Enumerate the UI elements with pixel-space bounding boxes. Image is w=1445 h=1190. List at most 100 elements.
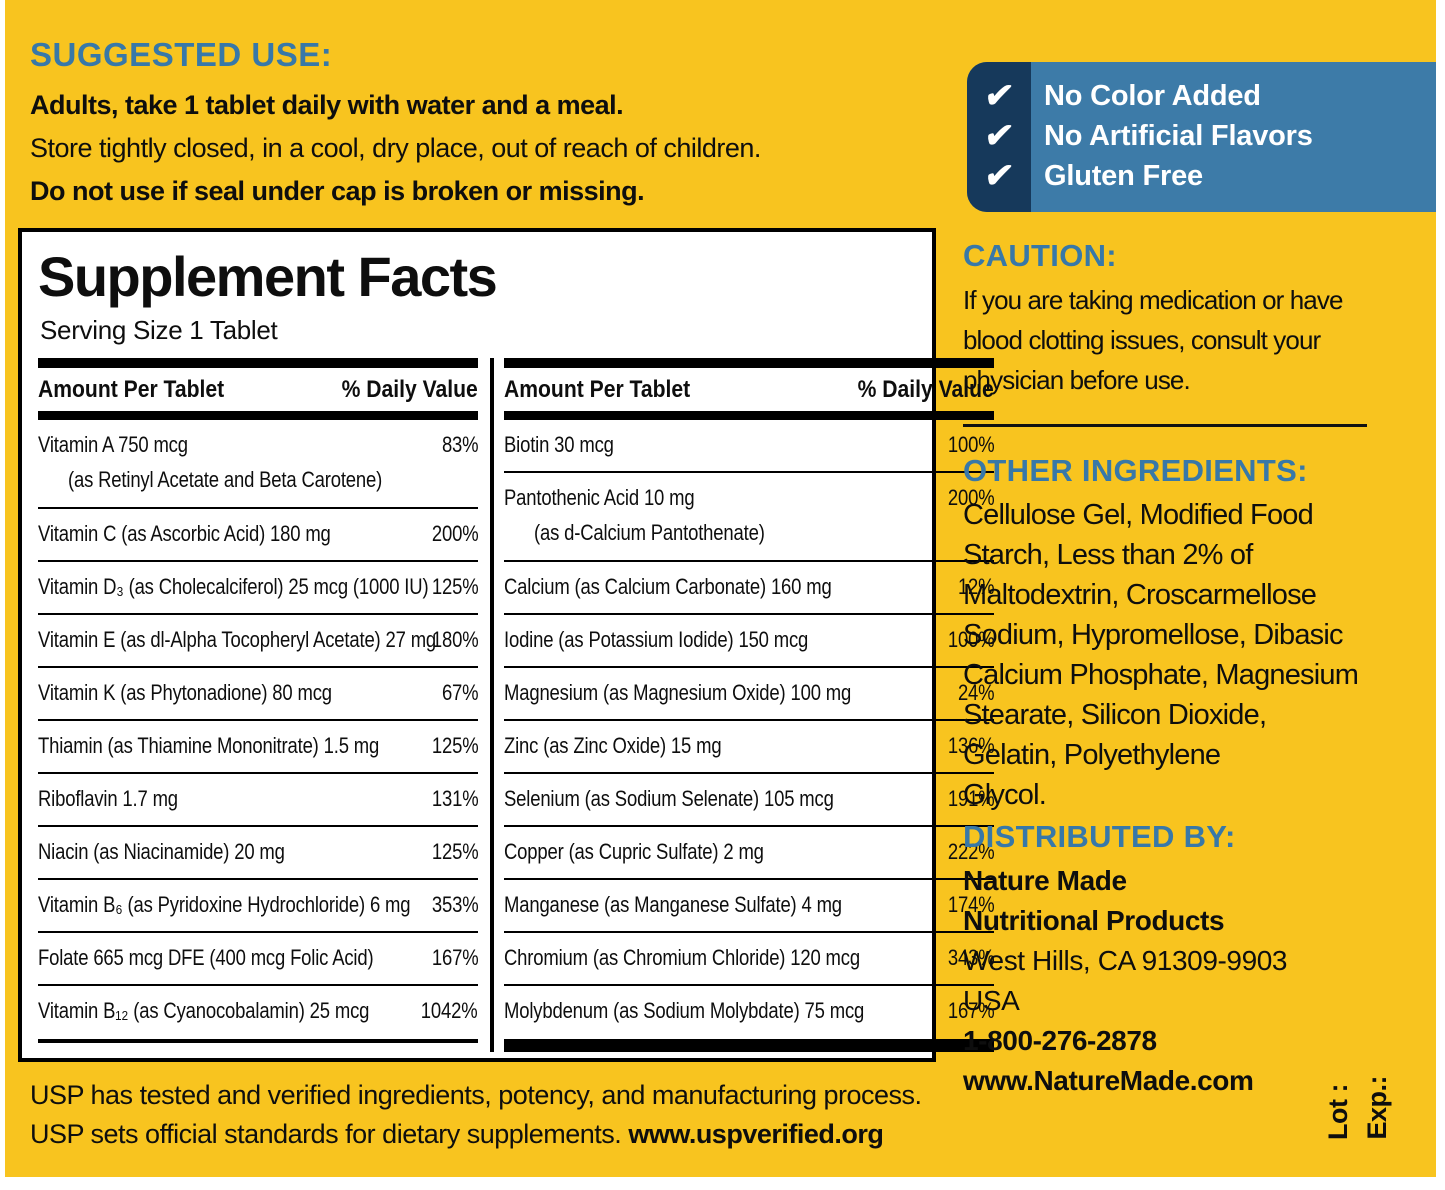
checkmark-icon: ✔	[982, 157, 1016, 195]
nutrient-source-note: (as d-Calcium Pantothenate)	[534, 520, 765, 545]
lot-label: Lot :	[1323, 1084, 1353, 1140]
nutrient-name: Vitamin D₃ (as Cholecalciferol) 25 mcg (…	[38, 574, 429, 599]
divider-bar	[38, 1039, 478, 1043]
divider-bar	[504, 358, 995, 368]
distributor-country: USA	[963, 985, 1020, 1016]
other-ingredients-heading: OTHER INGREDIENTS:	[963, 453, 1308, 488]
nutrient-name: Magnesium (as Magnesium Oxide) 100 mg	[504, 680, 852, 705]
nutrient-row: Vitamin D₃ (as Cholecalciferol) 25 mcg (…	[38, 560, 478, 613]
nutrient-row: Vitamin B₆ (as Pyridoxine Hydrochloride)…	[38, 878, 478, 931]
nutrient-name: Vitamin C (as Ascorbic Acid) 180 mg	[38, 521, 331, 546]
suggested-use-line-3: Do not use if seal under cap is broken o…	[30, 176, 645, 206]
nutrient-row: Iodine (as Potassium Iodide) 150 mcg 100…	[504, 613, 994, 666]
distributor-address: West Hills, CA 91309-9903	[963, 945, 1288, 976]
nutrient-daily-value: 125%	[431, 733, 478, 758]
supplement-facts-panel: Supplement Facts Serving Size 1 Tablet A…	[18, 228, 994, 1062]
badge-item: ✔ Gluten Free	[967, 156, 1436, 196]
nutrient-daily-value: 167%	[947, 998, 995, 1023]
nutrient-table: Amount Per Tablet % Daily Value Vitamin …	[38, 358, 994, 1052]
nutrient-row: Vitamin K (as Phytonadione) 80 mcg 67%	[38, 666, 478, 719]
header-amount-per-tablet: Amount Per Tablet	[38, 376, 225, 403]
label-background: SUGGESTED USE: Adults, take 1 tablet dai…	[5, 0, 1436, 1177]
nutrient-column-right: Amount Per Tablet % Daily Value Biotin 3…	[504, 358, 994, 1052]
badge-checkmark-strip	[967, 62, 1031, 212]
divider-bar	[504, 1039, 995, 1052]
divider-bar	[38, 411, 478, 420]
nutrient-rows-left: Vitamin A 750 mcg 83% (as Retinyl Acetat…	[38, 420, 478, 1037]
nutrient-daily-value: 83%	[441, 432, 479, 457]
nutrient-row: Molybdenum (as Sodium Molybdate) 75 mcg …	[504, 984, 994, 1037]
nutrient-row: Folate 665 mcg DFE (400 mcg Folic Acid) …	[38, 931, 478, 984]
nutrient-name: Vitamin K (as Phytonadione) 80 mcg	[38, 680, 332, 705]
distributed-by-heading: DISTRIBUTED BY:	[963, 819, 1236, 854]
badge-list: ✔ No Color Added ✔ No Artificial Flavors…	[967, 76, 1436, 196]
nutrient-row: Calcium (as Calcium Carbonate) 160 mg 12…	[504, 560, 994, 613]
nutrient-name: Folate 665 mcg DFE (400 mcg Folic Acid)	[38, 945, 374, 970]
section-divider	[963, 424, 1367, 427]
nutrient-daily-value: 222%	[947, 839, 995, 864]
nutrient-name: Vitamin B₁₂ (as Cyanocobalamin) 25 mcg	[38, 998, 370, 1023]
distributor-phone: 1-800-276-2878	[963, 1025, 1157, 1056]
right-info-column: CAUTION: If you are taking medication or…	[963, 238, 1418, 1101]
badge-item: ✔ No Artificial Flavors	[967, 116, 1436, 156]
lot-exp-area: Lot : Exp.:	[1323, 1048, 1393, 1140]
nutrient-row: Biotin 30 mcg 100%	[504, 420, 994, 471]
nutrient-row: Zinc (as Zinc Oxide) 15 mg 136%	[504, 719, 994, 772]
divider-bar	[504, 411, 995, 420]
nutrient-name: Copper (as Cupric Sulfate) 2 mg	[504, 839, 764, 864]
column-header-right: Amount Per Tablet % Daily Value	[504, 368, 994, 411]
nutrient-daily-value: 125%	[431, 574, 478, 599]
nutrient-name: Calcium (as Calcium Carbonate) 160 mg	[504, 574, 832, 599]
nutrient-name: Iodine (as Potassium Iodide) 150 mcg	[504, 627, 809, 652]
nutrient-row: Pantothenic Acid 10 mg 200% (as d-Calciu…	[504, 471, 994, 560]
exp-label: Exp.:	[1362, 1076, 1392, 1140]
nutrient-row: Niacin (as Niacinamide) 20 mg 125%	[38, 825, 478, 878]
nutrient-daily-value: 100%	[947, 432, 995, 457]
nutrient-row: Vitamin A 750 mcg 83% (as Retinyl Acetat…	[38, 420, 478, 507]
nutrient-name: Selenium (as Sodium Selenate) 105 mcg	[504, 786, 834, 811]
badge-label: No Color Added	[1044, 79, 1261, 112]
nutrient-daily-value: 343%	[947, 945, 995, 970]
badge-label: Gluten Free	[1044, 159, 1203, 192]
nutrient-name: Zinc (as Zinc Oxide) 15 mg	[504, 733, 722, 758]
column-divider	[490, 358, 494, 1052]
caution-heading: CAUTION:	[963, 238, 1117, 273]
nutrient-daily-value: 125%	[431, 839, 478, 864]
divider-bar	[38, 358, 478, 368]
nutrient-daily-value: 353%	[431, 892, 478, 917]
supplement-facts-title: Supplement Facts	[38, 245, 498, 308]
nutrient-daily-value: 200%	[431, 521, 478, 546]
nutrient-daily-value: 167%	[431, 945, 478, 970]
nutrient-row: Vitamin C (as Ascorbic Acid) 180 mg 200%	[38, 507, 478, 560]
nutrient-daily-value: 200%	[947, 485, 995, 510]
nutrient-daily-value: 1042%	[421, 998, 478, 1023]
nutrient-name: Manganese (as Manganese Sulfate) 4 mg	[504, 892, 842, 917]
header-daily-value: % Daily Value	[341, 376, 478, 403]
usp-footer: USP has tested and verified ingredients,…	[30, 1076, 922, 1154]
nutrient-name: Thiamin (as Thiamine Mononitrate) 1.5 mg	[38, 733, 380, 758]
nutrient-name: Biotin 30 mcg	[504, 432, 614, 457]
nutrient-daily-value: 131%	[431, 786, 478, 811]
nutrient-daily-value: 100%	[947, 627, 995, 652]
nutrient-column-left: Amount Per Tablet % Daily Value Vitamin …	[38, 358, 478, 1052]
nutrient-name: Vitamin A 750 mcg	[38, 432, 188, 457]
distributor-division: Nutritional Products	[963, 905, 1225, 936]
nutrient-daily-value: 180%	[431, 627, 478, 652]
distributor-name: Nature Made	[963, 865, 1127, 896]
nutrient-name: Molybdenum (as Sodium Molybdate) 75 mcg	[504, 998, 865, 1023]
suggested-use-line-1: Adults, take 1 tablet daily with water a…	[30, 90, 624, 120]
distributor-website: www.NatureMade.com	[963, 1065, 1254, 1096]
nutrient-row: Chromium (as Chromium Chloride) 120 mcg …	[504, 931, 994, 984]
nutrient-row: Copper (as Cupric Sulfate) 2 mg 222%	[504, 825, 994, 878]
nutrient-daily-value: 136%	[947, 733, 995, 758]
column-header-left: Amount Per Tablet % Daily Value	[38, 368, 478, 411]
checkmark-icon: ✔	[982, 117, 1016, 155]
nutrient-name: Vitamin E (as dl-Alpha Tocopheryl Acetat…	[38, 627, 437, 652]
nutrient-source-note: (as Retinyl Acetate and Beta Carotene)	[68, 467, 383, 492]
distributed-by-section: DISTRIBUTED BY: Nature Made Nutritional …	[963, 819, 1418, 1101]
suggested-use-section: SUGGESTED USE: Adults, take 1 tablet dai…	[30, 36, 960, 213]
nutrient-daily-value: 12%	[957, 574, 995, 599]
nutrient-row: Magnesium (as Magnesium Oxide) 100 mg 24…	[504, 666, 994, 719]
nutrient-row: Selenium (as Sodium Selenate) 105 mcg 19…	[504, 772, 994, 825]
nutrient-daily-value: 24%	[957, 680, 995, 705]
